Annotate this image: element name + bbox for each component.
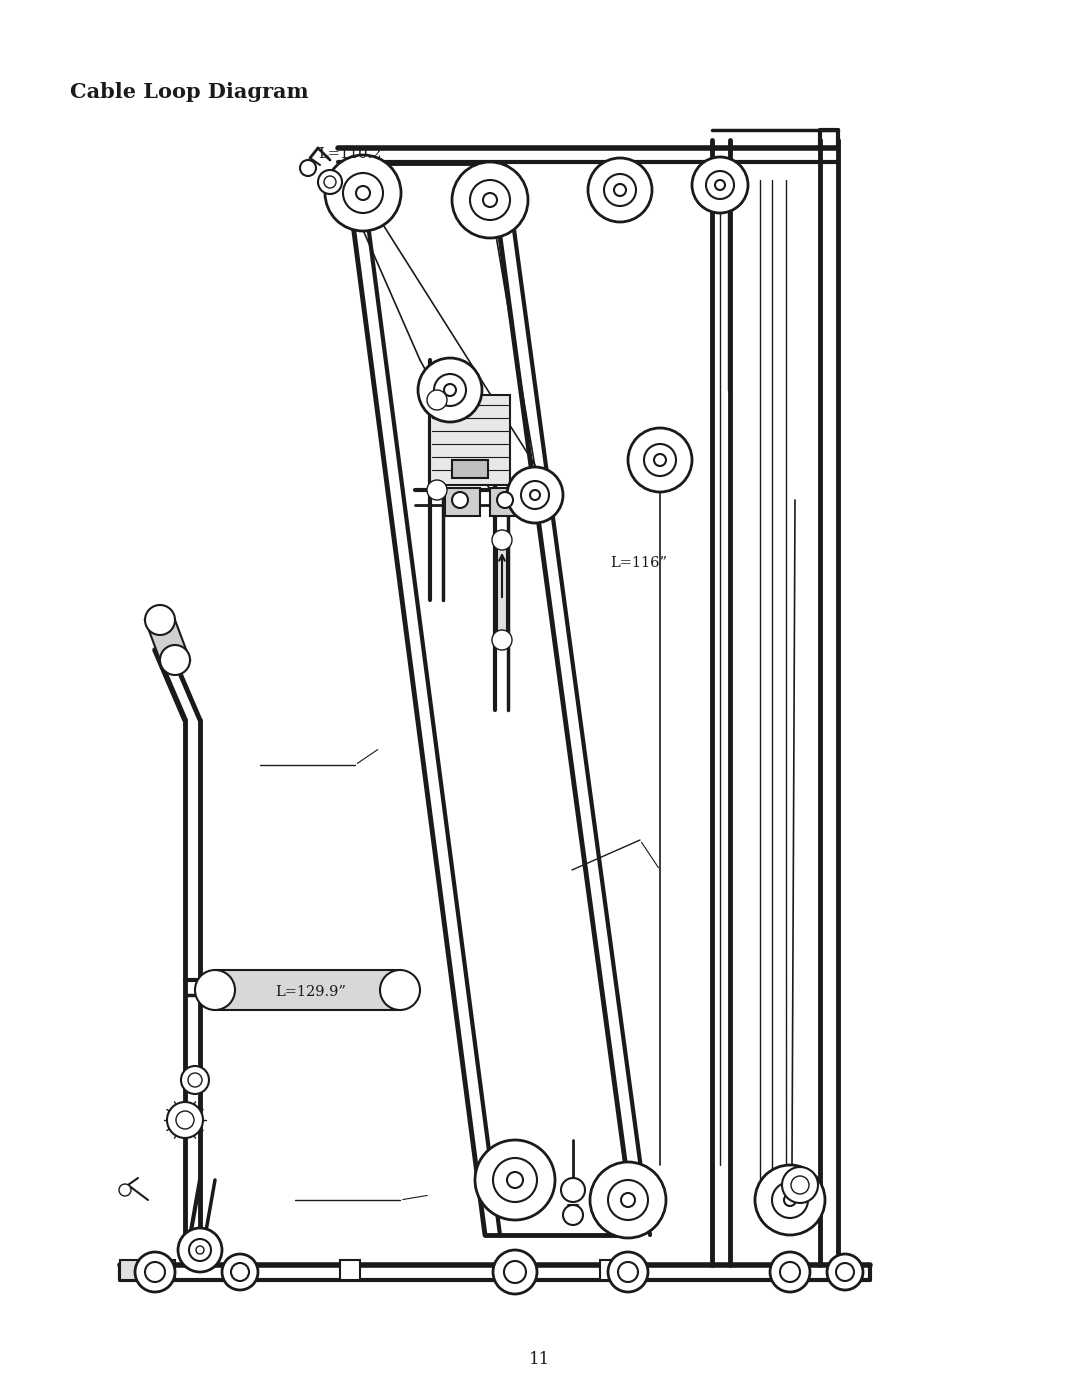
Circle shape [325, 155, 401, 231]
Circle shape [715, 180, 725, 190]
Text: L=116”: L=116” [610, 556, 667, 570]
Circle shape [492, 1250, 537, 1294]
Polygon shape [497, 541, 507, 640]
Circle shape [618, 1261, 638, 1282]
Circle shape [195, 1246, 204, 1255]
Bar [600, 1260, 620, 1280]
Circle shape [791, 1176, 809, 1194]
Circle shape [563, 1206, 583, 1225]
Polygon shape [215, 970, 400, 1010]
Circle shape [222, 1255, 258, 1289]
Circle shape [160, 645, 190, 675]
Circle shape [608, 1252, 648, 1292]
Circle shape [167, 1102, 203, 1139]
Circle shape [784, 1194, 796, 1206]
Circle shape [492, 529, 512, 550]
Circle shape [604, 175, 636, 205]
Circle shape [483, 193, 497, 207]
Text: Cable Loop Diagram: Cable Loop Diagram [70, 82, 309, 102]
Circle shape [470, 180, 510, 219]
Circle shape [827, 1255, 863, 1289]
Circle shape [608, 1180, 648, 1220]
Circle shape [145, 605, 175, 636]
Bar [453, 460, 488, 478]
Circle shape [770, 1252, 810, 1292]
Circle shape [178, 1228, 222, 1273]
Circle shape [706, 170, 734, 198]
Circle shape [561, 1178, 585, 1201]
Circle shape [343, 173, 383, 212]
Circle shape [780, 1261, 800, 1282]
Circle shape [782, 1166, 818, 1203]
Circle shape [836, 1263, 854, 1281]
Circle shape [324, 176, 336, 189]
Bar [430, 395, 510, 485]
Circle shape [181, 1066, 210, 1094]
Circle shape [119, 1185, 131, 1196]
Circle shape [507, 1172, 523, 1187]
Circle shape [475, 1140, 555, 1220]
Circle shape [521, 481, 549, 509]
Circle shape [231, 1263, 249, 1281]
Circle shape [145, 1261, 165, 1282]
Circle shape [588, 158, 652, 222]
Circle shape [615, 184, 626, 196]
Bar [490, 488, 525, 515]
Circle shape [176, 1111, 194, 1129]
Circle shape [453, 162, 528, 237]
Circle shape [418, 358, 482, 422]
Circle shape [621, 1193, 635, 1207]
Circle shape [755, 1165, 825, 1235]
Circle shape [644, 444, 676, 476]
Polygon shape [145, 620, 190, 659]
Circle shape [135, 1252, 175, 1292]
Circle shape [453, 492, 468, 509]
Text: 11: 11 [529, 1351, 551, 1369]
Circle shape [692, 156, 748, 212]
Circle shape [427, 481, 447, 500]
Circle shape [492, 630, 512, 650]
Circle shape [188, 1073, 202, 1087]
Circle shape [530, 490, 540, 500]
Circle shape [772, 1182, 808, 1218]
Circle shape [195, 970, 235, 1010]
Circle shape [189, 1239, 211, 1261]
Circle shape [627, 427, 692, 492]
Circle shape [654, 454, 666, 467]
Circle shape [497, 492, 513, 509]
Circle shape [492, 1158, 537, 1201]
Circle shape [590, 1162, 666, 1238]
Circle shape [356, 186, 370, 200]
Circle shape [427, 390, 447, 409]
Circle shape [300, 161, 316, 176]
Circle shape [434, 374, 465, 407]
Text: L=129.9”: L=129.9” [275, 985, 347, 999]
Bar [340, 1260, 360, 1280]
Circle shape [507, 467, 563, 522]
Circle shape [318, 170, 342, 194]
Bar [445, 488, 480, 515]
Circle shape [444, 384, 456, 395]
Polygon shape [432, 400, 442, 490]
Bar [120, 1260, 175, 1280]
Circle shape [504, 1261, 526, 1282]
Circle shape [380, 970, 420, 1010]
Text: L=110.2”: L=110.2” [319, 147, 390, 161]
